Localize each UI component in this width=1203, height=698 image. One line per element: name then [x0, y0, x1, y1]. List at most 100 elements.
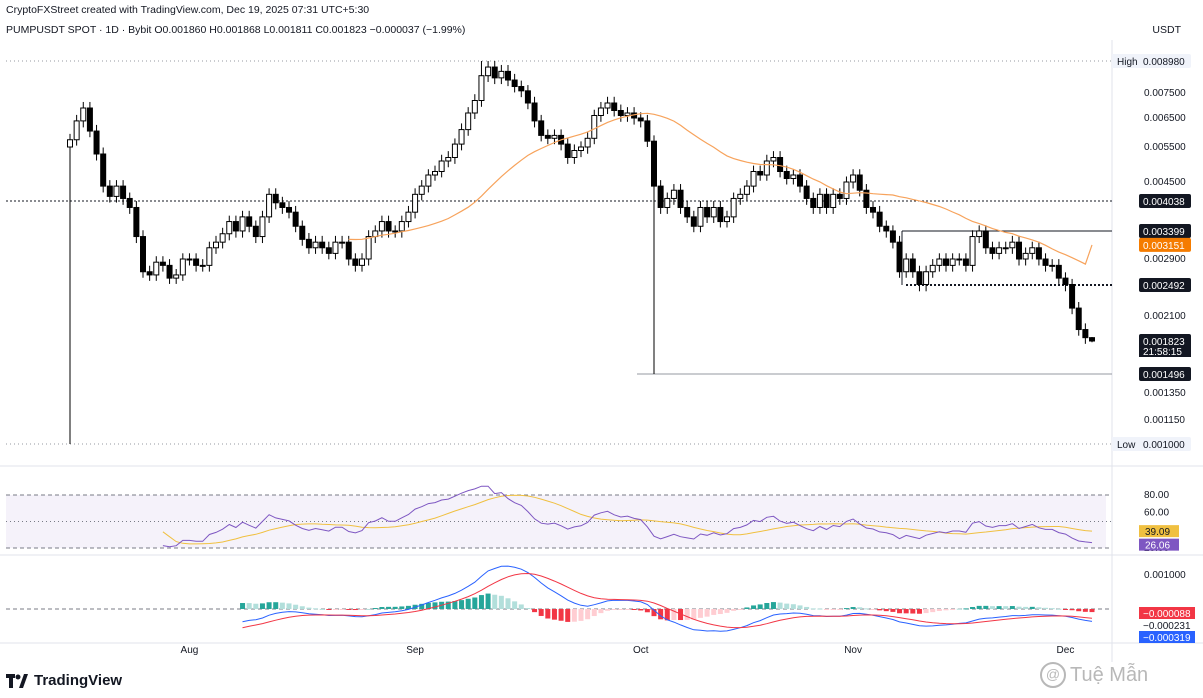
low-price-label — [1139, 437, 1191, 451]
candle-body — [843, 181, 850, 199]
macd-histogram-bar — [970, 606, 976, 609]
candle-body — [332, 241, 339, 254]
macd-histogram-bar — [346, 609, 352, 610]
macd-histogram-bar — [744, 607, 750, 609]
candle-body — [292, 211, 299, 227]
candle-body — [850, 174, 857, 183]
candle-body — [743, 185, 750, 195]
candle-body — [1009, 241, 1016, 249]
macd-histogram-bar — [624, 609, 630, 610]
last-price-label — [1139, 334, 1191, 348]
macd-histogram-bar — [518, 604, 524, 609]
candle-body — [325, 247, 332, 254]
candle-body — [226, 221, 233, 235]
macd-histogram-bar — [843, 608, 849, 610]
macd-histogram-bar — [658, 609, 664, 620]
candle-body — [359, 258, 365, 266]
candle-body — [246, 216, 253, 227]
candle-body — [398, 221, 405, 232]
candle-body — [1002, 247, 1009, 250]
candle-body — [232, 221, 239, 232]
low-price-label-tag-text: Low — [1117, 440, 1136, 451]
candle-body — [909, 258, 916, 273]
candle-body — [438, 160, 445, 172]
macd-value-text: −0.000088 — [1143, 609, 1191, 620]
macd-histogram-bar — [890, 609, 896, 612]
macd-histogram-bar — [1069, 609, 1075, 611]
macd-histogram-bar — [651, 609, 657, 617]
time-axis-label: Dec — [1057, 645, 1075, 656]
candle-body — [458, 129, 465, 145]
macd-histogram-bar — [286, 603, 292, 609]
candle-body — [412, 193, 419, 213]
candle-body — [923, 271, 930, 285]
rsi-ma-value-label — [1139, 525, 1179, 538]
last-price-label-text: 0.001823 — [1143, 337, 1185, 348]
macd-histogram-bar — [1009, 606, 1015, 609]
macd-histogram-bar — [339, 609, 345, 610]
macd-histogram-bar — [598, 609, 604, 614]
macd-histogram-bar — [631, 609, 637, 610]
author-watermark: @ Tuệ Mẫn — [1040, 662, 1148, 688]
candle-body — [670, 189, 677, 199]
macd-histogram-bar — [764, 603, 770, 609]
candle-body — [106, 185, 113, 197]
macd-histogram-bar — [240, 603, 246, 609]
macd-histogram-bar — [299, 606, 305, 609]
candle-body — [876, 211, 883, 227]
tradingview-logo-icon — [6, 673, 28, 688]
macd-histogram-bar — [817, 608, 823, 610]
macd-histogram-bar — [784, 603, 790, 609]
macd-histogram-bar — [697, 609, 703, 618]
high-price-label-tag-text: High — [1117, 57, 1138, 68]
candle-body — [478, 75, 485, 102]
rsi-value-text: 26.06 — [1145, 541, 1170, 552]
macd-histogram-bar — [551, 609, 557, 620]
level-price-label — [1139, 278, 1191, 292]
macd-histogram-bar — [804, 606, 810, 609]
candle-body — [783, 171, 790, 179]
candle-body — [644, 120, 651, 142]
macd-histogram-bar — [399, 606, 405, 609]
macd-histogram-bar — [850, 607, 856, 609]
candle-body — [564, 143, 571, 159]
candle-body — [664, 197, 671, 208]
macd-histogram-bar — [837, 609, 843, 610]
candle-body — [770, 157, 777, 162]
macd-histogram-bar — [405, 605, 411, 609]
macd-histogram-bar — [253, 603, 259, 609]
macd-line — [242, 565, 1093, 632]
candle-body — [717, 206, 724, 223]
macd-histogram-bar — [956, 608, 962, 610]
signal-line — [242, 572, 1093, 629]
macd-value-label — [1139, 631, 1195, 643]
candle-body — [929, 264, 936, 273]
currency-label[interactable]: USDT — [1152, 24, 1181, 36]
candle-body — [597, 107, 604, 116]
candle-body — [1049, 264, 1056, 267]
candle-body — [425, 174, 432, 187]
candle-body — [777, 157, 784, 172]
candle-body — [1062, 277, 1069, 285]
candle-body — [432, 171, 438, 176]
macd-histogram-bar — [392, 606, 398, 609]
candle-body — [140, 236, 146, 273]
macd-histogram-bar — [319, 608, 325, 610]
candle-body — [916, 271, 923, 285]
macd-histogram-bar — [525, 608, 531, 610]
candle-body — [584, 137, 591, 148]
candle-body — [949, 258, 956, 266]
candle-body — [345, 241, 352, 260]
candle-body — [339, 241, 346, 244]
candle-body — [989, 247, 996, 254]
candle-body — [159, 261, 166, 266]
time-axis-label: Aug — [181, 645, 199, 656]
macd-histogram-bar — [724, 609, 730, 613]
macd-histogram-bar — [777, 602, 783, 609]
countdown-label — [1139, 345, 1191, 357]
candle-body — [511, 79, 518, 88]
candle-body — [956, 258, 963, 261]
macd-histogram-bar — [1036, 607, 1042, 609]
low-price-label-text: 0.001000 — [1143, 440, 1185, 451]
